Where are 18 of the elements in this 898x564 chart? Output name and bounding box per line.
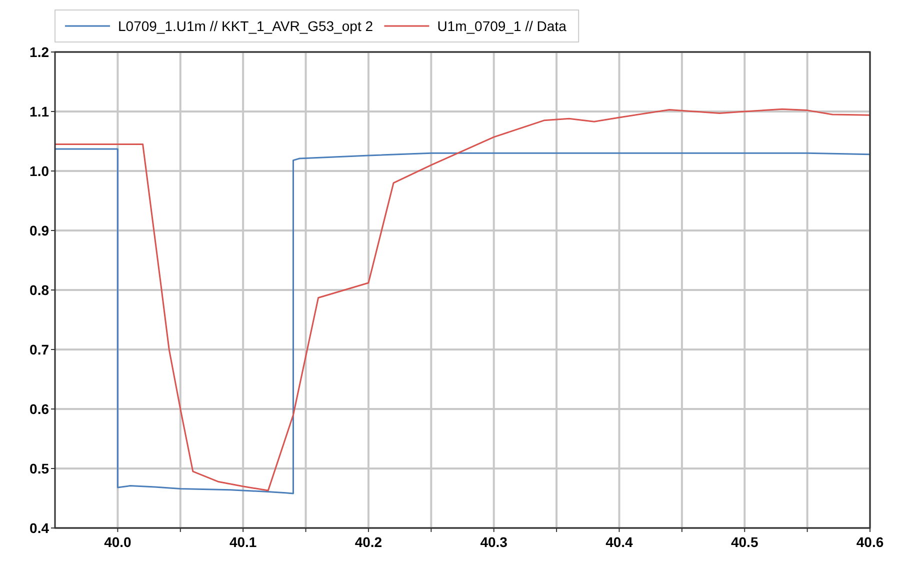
legend-label: U1m_0709_1 // Data [437, 18, 567, 34]
x-tick-label: 40.0 [104, 534, 132, 550]
y-tick-label: 1.2 [30, 44, 50, 60]
y-tick-label: 0.6 [30, 401, 50, 417]
x-tick-label: 40.5 [730, 534, 758, 550]
x-tick-label: 40.3 [480, 534, 508, 550]
y-tick-label: 0.5 [30, 460, 50, 476]
y-tick-label: 0.8 [30, 282, 50, 298]
y-tick-label: 0.7 [30, 342, 50, 358]
legend-label: L0709_1.U1m // KKT_1_AVR_G53_opt 2 [118, 18, 374, 34]
y-tick-label: 1.1 [30, 104, 50, 120]
x-tick-label: 40.4 [606, 534, 634, 550]
x-tick-label: 40.1 [229, 534, 257, 550]
y-tick-label: 0.4 [30, 520, 50, 536]
y-tick-label: 1.0 [30, 163, 50, 179]
y-tick-label: 0.9 [30, 222, 50, 238]
x-tick-label: 40.6 [856, 534, 884, 550]
x-tick-label: 40.2 [354, 534, 382, 550]
